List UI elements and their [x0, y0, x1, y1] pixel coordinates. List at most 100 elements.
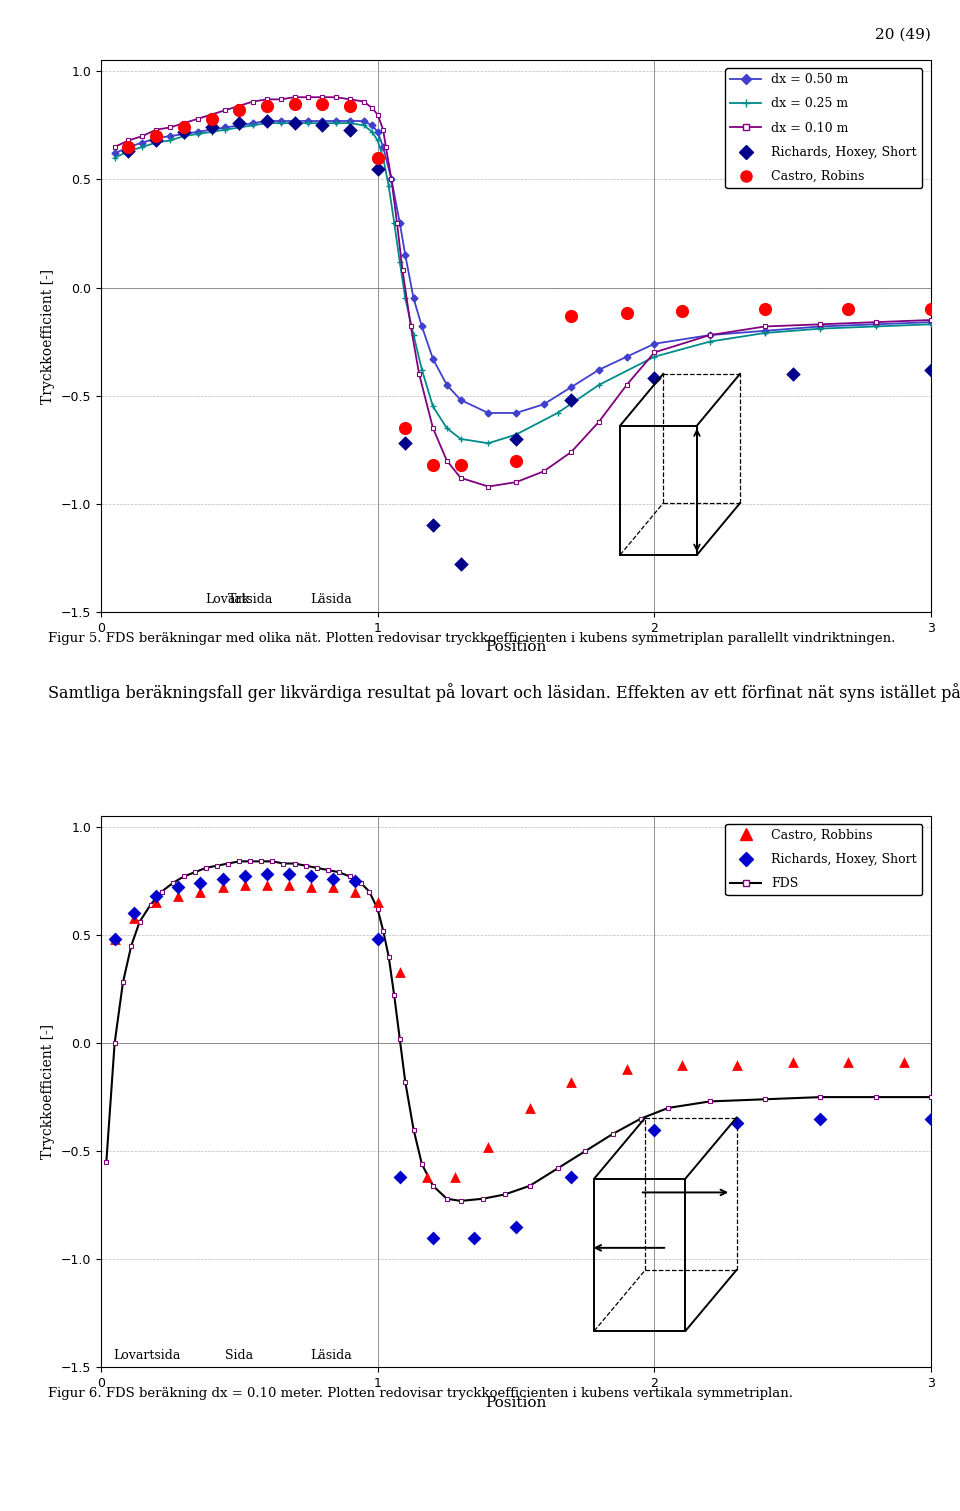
Text: Samtliga beräkningsfall ger likvärdiga resultat på lovart och läsidan. Effekten : Samtliga beräkningsfall ger likvärdiga r… [48, 683, 960, 703]
Point [171, 875, 186, 899]
Point [674, 1053, 689, 1077]
Y-axis label: Tryckkoefficient [-]: Tryckkoefficient [-] [41, 1024, 55, 1159]
Point [107, 928, 122, 952]
Point [447, 1165, 463, 1189]
Point [392, 1165, 407, 1189]
Point [204, 107, 219, 131]
Point [564, 1165, 579, 1189]
X-axis label: Position: Position [486, 641, 546, 654]
Point [840, 1050, 855, 1074]
Point [564, 1070, 579, 1094]
Point [785, 363, 801, 387]
Text: Figur 5. FDS beräkningar med olika nät. Plotten redovisar tryckkoefficienten i k: Figur 5. FDS beräkningar med olika nät. … [48, 632, 896, 645]
Point [508, 426, 523, 450]
Point [425, 1225, 441, 1250]
Text: Figur 6. FDS beräkning dx = 0.10 meter. Plotten redovisar tryckkoefficienten i k: Figur 6. FDS beräkning dx = 0.10 meter. … [48, 1387, 793, 1401]
Point [121, 139, 136, 163]
Point [453, 453, 468, 477]
Text: Sida: Sida [226, 1349, 253, 1361]
Point [348, 869, 363, 893]
Point [757, 298, 773, 322]
Point [564, 304, 579, 328]
Point [370, 145, 385, 169]
Point [303, 875, 319, 899]
Point [647, 366, 662, 390]
Point [420, 1165, 435, 1189]
Point [149, 128, 164, 153]
Point [924, 298, 939, 322]
Point [315, 92, 330, 116]
Text: Lovartsida: Lovartsida [205, 594, 273, 606]
Point [259, 873, 275, 898]
Point [107, 928, 122, 952]
Point [287, 92, 302, 116]
Point [127, 905, 142, 929]
Point [397, 416, 413, 440]
Point [325, 867, 341, 891]
Point [193, 870, 208, 895]
Point [348, 879, 363, 904]
Point [924, 1106, 939, 1130]
Point [204, 115, 219, 139]
Y-axis label: Tryckkoefficient [-]: Tryckkoefficient [-] [41, 269, 55, 403]
Point [453, 553, 468, 577]
Point [481, 1135, 496, 1159]
Point [259, 109, 275, 133]
Point [785, 1050, 801, 1074]
Point [281, 863, 297, 887]
Point [730, 1111, 745, 1135]
Point [193, 879, 208, 904]
Point [370, 928, 385, 952]
Point [619, 301, 635, 325]
Point [149, 884, 164, 908]
Point [215, 875, 230, 899]
Point [176, 115, 191, 139]
Point [171, 884, 186, 908]
Point [619, 1056, 635, 1080]
Point [231, 98, 247, 122]
Point [564, 388, 579, 413]
Point [522, 1095, 538, 1120]
Point [303, 864, 319, 888]
Point [259, 94, 275, 118]
Point [237, 864, 252, 888]
Point [325, 875, 341, 899]
Point [392, 959, 407, 984]
Text: Läsida: Läsida [311, 594, 352, 606]
Text: Lovartsida: Lovartsida [113, 1349, 180, 1361]
Text: Läsida: Läsida [311, 1349, 352, 1361]
Point [647, 1118, 662, 1142]
Point [149, 890, 164, 914]
Point [370, 890, 385, 914]
Point [176, 119, 191, 144]
Point [231, 112, 247, 136]
Point [467, 1225, 482, 1250]
Point [127, 901, 142, 925]
Point [840, 298, 855, 322]
Point [237, 873, 252, 898]
Point [315, 113, 330, 138]
Point [259, 863, 275, 887]
Point [924, 358, 939, 382]
Point [281, 873, 297, 898]
Point [425, 453, 441, 477]
Point [342, 118, 357, 142]
Point [397, 431, 413, 455]
Point [149, 124, 164, 148]
Point [121, 134, 136, 159]
Point [370, 157, 385, 181]
X-axis label: Position: Position [486, 1396, 546, 1410]
Point [342, 94, 357, 118]
Point [674, 299, 689, 323]
Point [508, 1215, 523, 1239]
Point [425, 514, 441, 538]
Text: 20 (49): 20 (49) [876, 27, 931, 41]
Point [813, 1106, 828, 1130]
Point [287, 112, 302, 136]
Text: Tak: Tak [228, 594, 251, 606]
Point [215, 867, 230, 891]
Point [508, 449, 523, 473]
Point [730, 1053, 745, 1077]
Legend: Castro, Robbins, Richards, Hoxey, Short, FDS: Castro, Robbins, Richards, Hoxey, Short,… [725, 823, 922, 895]
Point [896, 1050, 911, 1074]
